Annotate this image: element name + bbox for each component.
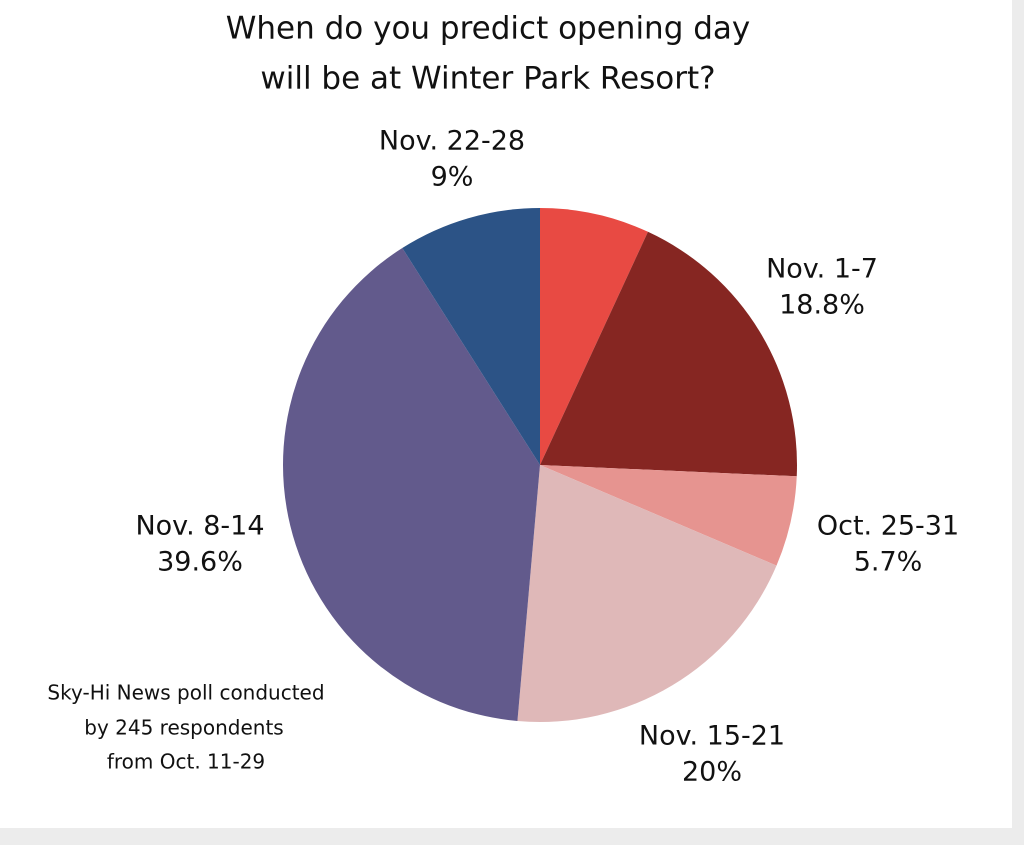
value-label: 39.6% (157, 547, 243, 578)
pie-slice (517, 465, 777, 722)
value-label: 18.8% (779, 290, 865, 321)
slice-label: Nov. 1-7 (766, 254, 878, 285)
pie-slice (402, 208, 540, 465)
slice-label: Oct. 25-31 (817, 511, 959, 542)
slice-label: Nov. 8-14 (135, 511, 264, 542)
note: Sky-Hi News poll conducted (47, 681, 324, 705)
chart-title: When do you predict opening day (226, 11, 751, 47)
slice-label: Nov. 22-28 (379, 126, 525, 157)
value-label: 9% (431, 162, 474, 193)
pie-slice (540, 465, 797, 566)
slice-label: Nov. 15-21 (639, 721, 785, 752)
chart-title: will be at Winter Park Resort? (260, 61, 715, 97)
note: from Oct. 11-29 (107, 750, 265, 774)
pie-slice (283, 248, 540, 722)
value-label: 5.7% (854, 547, 923, 578)
pie-slice (540, 208, 648, 465)
note: by 245 respondents (84, 716, 283, 740)
value-label: 20% (682, 757, 742, 788)
pie-slice (540, 231, 797, 477)
